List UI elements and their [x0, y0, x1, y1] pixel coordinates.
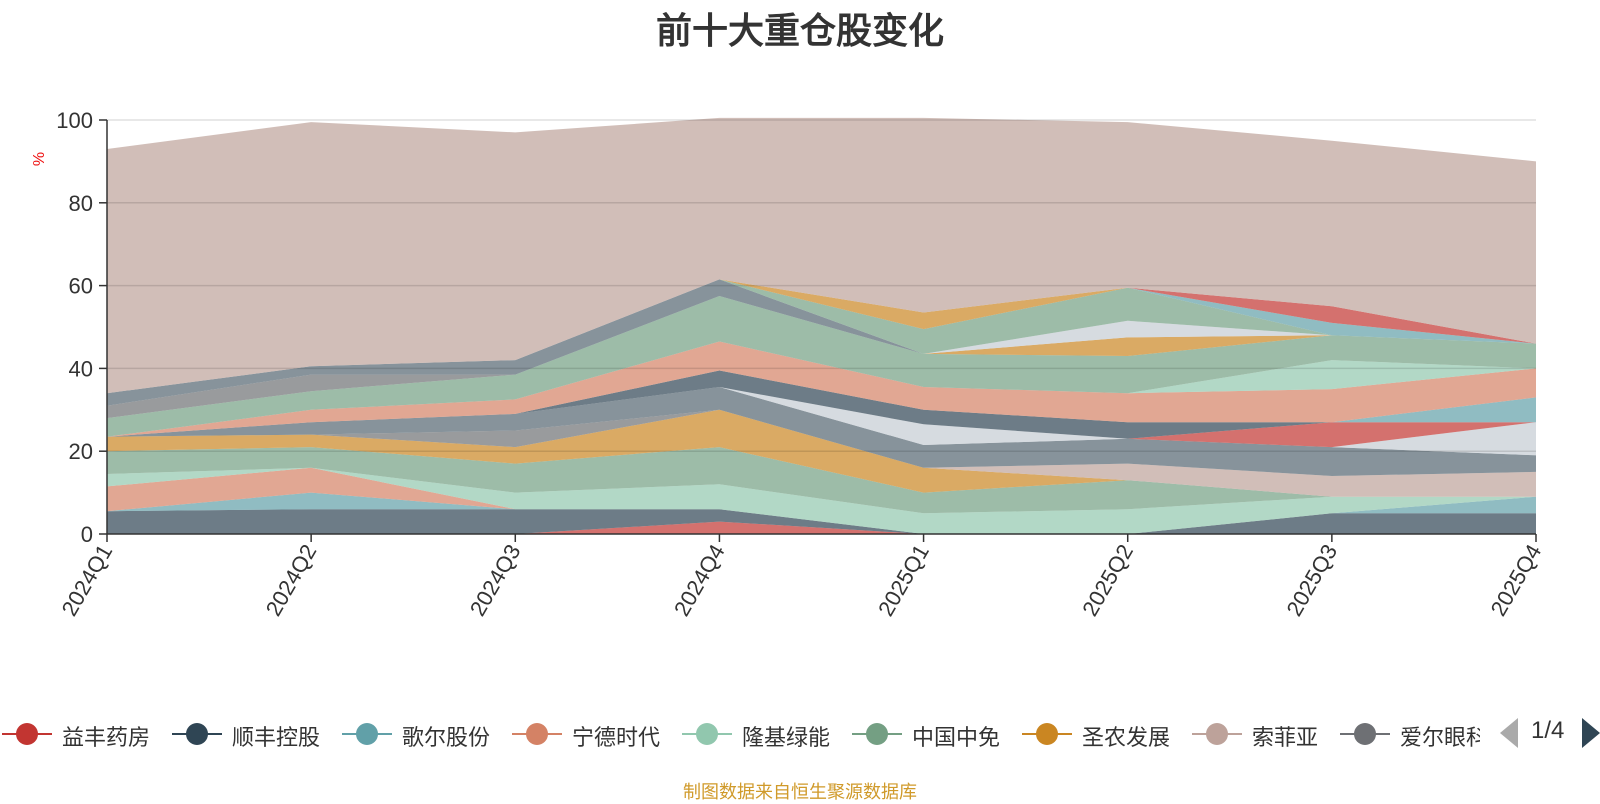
chart-title: 前十大重仓股变化: [655, 10, 944, 51]
y-tick-label-5: 100: [56, 108, 93, 133]
area-series-15: [107, 341, 1536, 437]
area-layers: [107, 117, 1536, 534]
legend-circle-marker: [1036, 723, 1058, 745]
area-series-6: [107, 409, 1536, 497]
y-axis-unit-label: %: [31, 151, 49, 167]
legend-label: 圣农发展: [1082, 725, 1171, 750]
gridlines: [107, 119, 1536, 452]
x-tick-label-1: 2024Q2: [261, 540, 322, 620]
y-tick-label-0: 0: [81, 522, 93, 547]
area-series-1: [107, 509, 1536, 534]
legend-label: 索菲亚: [1252, 725, 1319, 750]
legend-next-page-button[interactable]: [1582, 718, 1600, 748]
x-tick-label-7: 2025Q4: [1486, 540, 1547, 620]
area-series-3: [107, 467, 1536, 534]
area-series-14: [107, 341, 1536, 437]
area-series-22: [107, 279, 1536, 394]
x-tick-label-6: 2025Q3: [1281, 540, 1342, 620]
legend-circle-marker: [526, 723, 548, 745]
legend-label: 歌尔股份: [402, 725, 491, 750]
y-tick-label-4: 80: [69, 191, 93, 216]
legend-page-indicator: 1/4: [1531, 717, 1565, 744]
legend-prev-page-button[interactable]: [1500, 718, 1518, 748]
legend-label: 顺丰控股: [232, 725, 321, 750]
legend-circle-marker: [866, 723, 888, 745]
x-tick-label-2: 2024Q3: [465, 540, 526, 620]
area-series-20: [107, 279, 1536, 406]
legend-circle-marker: [356, 723, 378, 745]
area-series-13: [107, 370, 1536, 439]
x-tick-label-0: 2024Q1: [57, 540, 118, 620]
x-tick-label-4: 2025Q1: [873, 540, 934, 620]
y-tick-label-3: 60: [69, 274, 93, 299]
legend-circle-marker: [696, 723, 718, 745]
area-series-10: [107, 387, 1536, 456]
legend-circle-marker: [16, 723, 38, 745]
x-tick-label-5: 2025Q2: [1077, 540, 1138, 620]
legend-circle-marker: [186, 723, 208, 745]
legend-label: 隆基绿能: [742, 725, 831, 750]
legend-label: 益丰药房: [62, 725, 151, 750]
y-tick-label-2: 40: [69, 356, 93, 381]
legend-circle-marker: [1206, 723, 1228, 745]
legend: 益丰药房 顺丰控股 歌尔股份 宁德时代 隆基绿能 中国中免 圣农发展 索菲亚 爱尔眼科: [0, 716, 1480, 752]
legend-circle-marker: [1354, 723, 1376, 745]
area-series-5: [107, 447, 1536, 514]
area-series-18: [107, 296, 1536, 419]
area-series-16: [107, 296, 1536, 437]
area-series-21: [107, 279, 1536, 394]
area-series-7: [107, 409, 1536, 497]
data-source-note: 制图数据来自恒生聚源数据库: [683, 782, 917, 802]
area-series-9: [107, 387, 1536, 476]
area-series-25: [107, 117, 1536, 394]
legend-label: 中国中免: [912, 725, 1001, 750]
legend-label: 宁德时代: [572, 725, 661, 750]
y-tick-label-1: 20: [69, 439, 93, 464]
area-series-4: [107, 467, 1536, 534]
x-tick-label-3: 2024Q4: [669, 540, 730, 620]
legend-label: 爱尔眼科: [1400, 725, 1480, 750]
